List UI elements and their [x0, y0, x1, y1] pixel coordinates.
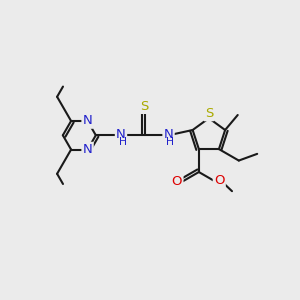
Text: S: S: [141, 100, 149, 113]
Text: H: H: [166, 137, 174, 147]
Text: N: N: [83, 143, 92, 156]
Text: N: N: [83, 115, 92, 128]
Text: S: S: [205, 107, 213, 120]
Text: H: H: [119, 137, 127, 147]
Text: N: N: [116, 128, 126, 141]
Text: N: N: [164, 128, 173, 141]
Text: O: O: [172, 175, 182, 188]
Text: O: O: [214, 174, 224, 187]
